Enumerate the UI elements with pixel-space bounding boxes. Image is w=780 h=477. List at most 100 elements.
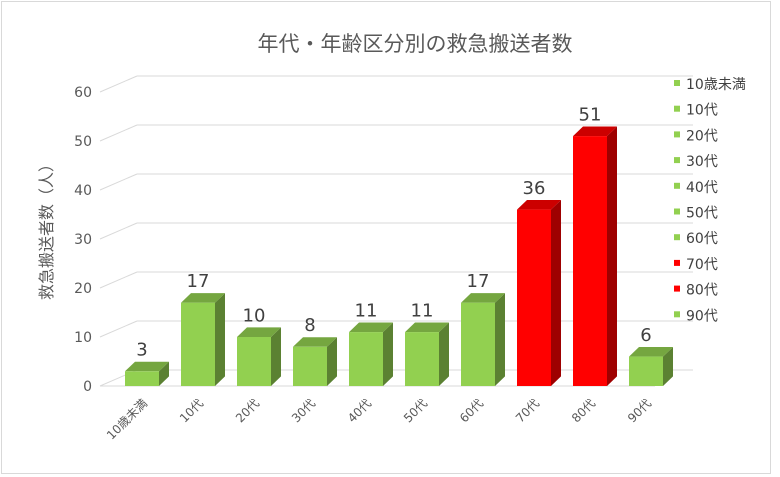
- x-tick-label: 20代: [233, 396, 262, 425]
- y-tick-label: 50: [74, 134, 92, 150]
- legend: 10歳未満 10代 20代 30代 40代 50代 60代 70代 80代 90代: [674, 77, 746, 324]
- bar-50代: [405, 322, 449, 386]
- gridline-diagonal: [99, 124, 138, 142]
- data-label: 51: [579, 105, 602, 126]
- legend-swatch: [674, 80, 680, 86]
- bar-side: [327, 337, 337, 386]
- legend-swatch: [674, 105, 680, 112]
- bar-front: [181, 302, 215, 386]
- x-tick-label: 40代: [345, 396, 374, 425]
- data-label: 17: [187, 271, 210, 292]
- y-tick-label: 30: [74, 232, 92, 248]
- x-tick-label: 70代: [513, 396, 542, 425]
- legend-label: 10代: [686, 103, 718, 119]
- legend-label: 90代: [686, 308, 718, 324]
- gridline-diagonal: [99, 222, 138, 240]
- data-label: 17: [467, 271, 490, 292]
- legend-label: 60代: [686, 231, 718, 247]
- bar-top: [517, 200, 561, 210]
- bar-front: [573, 136, 607, 386]
- legend-item-40代: 40代: [674, 180, 718, 196]
- x-axis-ticks: 10歳未満 10代 20代 30代 40代 50代 60代 70代 80代 90代: [104, 396, 654, 442]
- bar-front: [517, 209, 551, 386]
- legend-swatch: [674, 311, 680, 318]
- bar-side: [663, 347, 673, 386]
- bar-90代: [629, 347, 673, 386]
- bar-40代: [349, 322, 393, 386]
- bar-front: [629, 356, 663, 386]
- x-tick-label: 10代: [177, 396, 206, 425]
- bar-60代: [461, 293, 505, 386]
- bar-front: [237, 337, 271, 386]
- gridline-diagonal: [99, 173, 138, 191]
- legend-label: 50代: [686, 206, 718, 222]
- legend-swatch: [674, 234, 680, 241]
- bars: [125, 126, 673, 386]
- legend-item-10歳未満: 10歳未満: [674, 77, 746, 93]
- legend-swatch: [674, 208, 680, 215]
- legend-item-70代: 70代: [674, 257, 718, 273]
- x-tick-label: 30代: [289, 396, 318, 425]
- bar-front: [405, 332, 439, 386]
- bar-top: [349, 322, 393, 333]
- x-tick-label: 90代: [625, 396, 654, 425]
- legend-label: 70代: [686, 257, 718, 273]
- data-label: 3: [136, 340, 147, 361]
- bar-front: [125, 371, 159, 386]
- legend-swatch: [674, 131, 680, 138]
- bar-side: [383, 322, 393, 386]
- y-axis-label: 救急搬送者数（人）: [37, 156, 56, 300]
- legend-item-30代: 30代: [674, 154, 718, 170]
- data-labels: 3 17 10 8 11 11 17 36 51 6: [136, 105, 651, 361]
- data-label: 11: [355, 301, 378, 322]
- y-tick-label: 60: [74, 85, 92, 101]
- bar-side: [439, 322, 449, 386]
- bar-front: [461, 302, 495, 386]
- legend-label: 40代: [686, 180, 718, 196]
- gridline-diagonal: [99, 320, 138, 338]
- bar-top: [461, 293, 505, 303]
- legend-item-90代: 90代: [674, 308, 718, 324]
- legend-item-60代: 60代: [674, 231, 718, 247]
- bar-70代: [517, 200, 561, 386]
- legend-item-50代: 50代: [674, 206, 718, 222]
- data-label: 10: [243, 305, 266, 326]
- bar-80代: [573, 126, 617, 386]
- legend-swatch: [674, 259, 680, 266]
- x-tick-label: 60代: [457, 396, 486, 425]
- legend-label: 80代: [686, 283, 718, 299]
- y-tick-label: 40: [74, 183, 92, 199]
- bar-top: [181, 293, 225, 303]
- bar-10代: [181, 293, 225, 386]
- x-tick-label: 80代: [569, 396, 598, 425]
- y-axis-ticks: 0 10 20 30 40 50 60: [74, 85, 92, 395]
- bar-side: [271, 327, 281, 386]
- bar-top: [293, 337, 337, 347]
- legend-item-10代: 10代: [674, 103, 718, 119]
- data-label: 11: [411, 301, 434, 322]
- bar-side: [551, 200, 561, 386]
- bar-front: [293, 346, 327, 386]
- bar-top: [125, 361, 169, 372]
- bar-top: [405, 322, 449, 333]
- legend-label: 30代: [686, 154, 718, 170]
- legend-item-80代: 80代: [674, 283, 718, 299]
- legend-swatch: [674, 182, 680, 189]
- gridline-diagonal: [99, 75, 138, 93]
- legend-label: 20代: [686, 128, 718, 144]
- legend-swatch: [674, 285, 680, 292]
- bar-front: [349, 332, 383, 386]
- legend-swatch: [674, 157, 680, 164]
- bar-20代: [237, 327, 281, 386]
- y-tick-label: 10: [74, 330, 92, 346]
- bar-side: [159, 361, 169, 386]
- y-tick-label: 0: [83, 379, 92, 395]
- bar-top: [573, 126, 617, 137]
- x-tick-label: 50代: [401, 396, 430, 425]
- data-label: 6: [640, 325, 651, 346]
- legend-label: 10歳未満: [686, 77, 746, 93]
- data-label: 36: [523, 178, 546, 199]
- chart-title: 年代・年齢区分別の救急搬送者数: [258, 32, 573, 56]
- bar-30代: [293, 337, 337, 386]
